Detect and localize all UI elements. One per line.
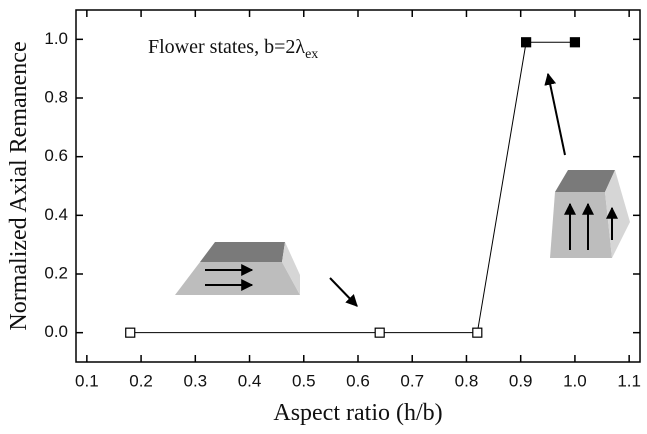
x-tick-label: 0.3 [183, 371, 207, 390]
y-tick-label: 1.0 [44, 29, 68, 48]
data-point [472, 327, 483, 338]
y-tick-label: 0.4 [44, 205, 68, 224]
annotation-text: Flower states, b=2λ [148, 36, 305, 58]
inset-axial [550, 170, 630, 258]
x-tick-label: 1.1 [617, 371, 641, 390]
x-tick-label: 0.8 [455, 371, 479, 390]
data-point [569, 37, 581, 48]
pointer-arrow [329, 277, 358, 307]
x-tick-label: 0.1 [75, 371, 99, 390]
y-tick-label: 0.6 [44, 146, 68, 165]
x-axis-title: Aspect ratio (h/b) [273, 400, 442, 426]
x-tick-label: 0.4 [238, 371, 262, 390]
y-tick-label: 0.0 [44, 322, 68, 341]
y-axis-title: Normalized Axial Remanence [6, 41, 32, 330]
x-tick-label: 0.2 [129, 371, 153, 390]
x-tick-label: 1.0 [563, 371, 587, 390]
annotation: Flower states, b=2λex [148, 36, 318, 62]
x-tick-label: 0.7 [400, 371, 424, 390]
inset-in-plane [175, 242, 300, 295]
data-point [521, 37, 532, 48]
y-tick-label: 0.8 [44, 87, 68, 106]
annotation-subscript: ex [305, 47, 318, 62]
y-tick-label: 0.2 [44, 263, 68, 282]
x-tick-label: 0.9 [509, 371, 533, 390]
x-tick-label: 0.6 [346, 371, 370, 390]
data-point [374, 327, 385, 338]
x-tick-label: 0.5 [292, 371, 316, 390]
plot-frame [75, 9, 641, 363]
data-point [125, 327, 136, 338]
pointer-arrow [544, 72, 566, 156]
